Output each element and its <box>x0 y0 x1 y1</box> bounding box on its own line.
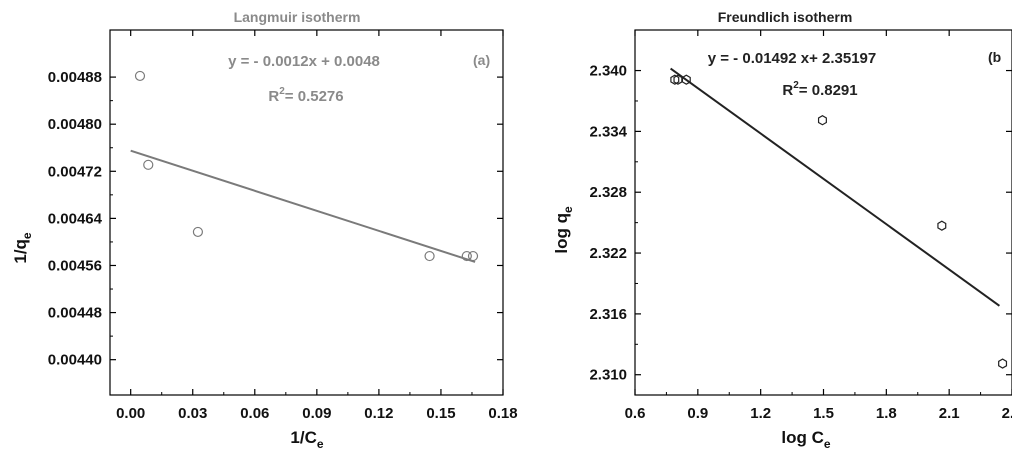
chart-title: Freundlich isotherm <box>718 9 853 25</box>
y-tick-label: 0.00440 <box>48 352 102 369</box>
y-tick-label: 2.316 <box>589 306 627 323</box>
panel-label: (b <box>988 49 1001 65</box>
freundlich-panel: Freundlich isotherm y = - 0.01492 x+ 2.3… <box>552 9 1012 451</box>
x-tick-label: 0.03 <box>178 405 207 422</box>
data-point <box>424 250 435 262</box>
x-tick-label: 0.18 <box>488 405 517 422</box>
x-tick-label: 0.00 <box>116 405 145 422</box>
chart-title: Langmuir isotherm <box>234 9 361 25</box>
data-point <box>937 220 947 231</box>
x-axis-title: log Ce <box>781 428 831 451</box>
data-point <box>143 159 154 170</box>
data-point <box>134 70 146 82</box>
equation-label: y = - 0.01492 x+ 2.35197 <box>708 50 876 67</box>
x-tick-label: 2.4 <box>1002 405 1012 422</box>
x-tick-label: 2.1 <box>939 405 960 422</box>
data-point <box>670 74 680 85</box>
r-squared-label: R2= 0.5276 <box>268 86 343 105</box>
y-tick-label: 0.00472 <box>48 163 102 180</box>
x-tick-label: 1.5 <box>813 405 834 422</box>
y-tick-label: 2.340 <box>589 63 627 80</box>
x-tick-label: 1.8 <box>876 405 897 422</box>
x-tick-label: 0.12 <box>364 405 393 422</box>
x-tick-label: 0.9 <box>687 405 708 422</box>
y-tick-label: 0.00464 <box>48 210 103 227</box>
y-tick-label: 0.00480 <box>48 116 102 133</box>
x-tick-label: 0.06 <box>240 405 269 422</box>
data-point <box>467 250 479 262</box>
x-tick-label: 0.6 <box>625 405 646 422</box>
regression-line <box>130 149 476 263</box>
data-point <box>192 226 204 238</box>
data-point <box>681 74 691 85</box>
y-axis-title: log qe <box>552 206 575 254</box>
y-tick-label: 2.310 <box>589 367 627 384</box>
y-tick-label: 2.328 <box>589 184 627 201</box>
regression-line <box>670 67 1001 307</box>
x-axis-title: 1/Ce <box>290 428 323 451</box>
data-point <box>817 115 827 126</box>
panel-label: (a) <box>473 52 490 68</box>
r-squared-label: R2= 0.8291 <box>782 80 857 99</box>
y-tick-label: 0.00488 <box>48 69 102 86</box>
plot-frame <box>109 29 504 396</box>
y-axis-title: 1/qe <box>11 232 34 264</box>
x-tick-label: 1.2 <box>750 405 771 422</box>
y-tick-label: 2.334 <box>589 123 627 140</box>
y-tick-label: 0.00456 <box>48 257 102 274</box>
y-tick-label: 0.00448 <box>48 305 102 322</box>
x-tick-label: 0.15 <box>426 405 455 422</box>
data-point <box>461 250 472 262</box>
data-point <box>998 358 1008 369</box>
langmuir-panel: Langmuir isotherm y = - 0.0012x + 0.0048… <box>11 9 518 451</box>
x-tick-label: 0.09 <box>302 405 331 422</box>
y-tick-label: 2.322 <box>589 245 627 262</box>
equation-label: y = - 0.0012x + 0.0048 <box>228 53 380 70</box>
